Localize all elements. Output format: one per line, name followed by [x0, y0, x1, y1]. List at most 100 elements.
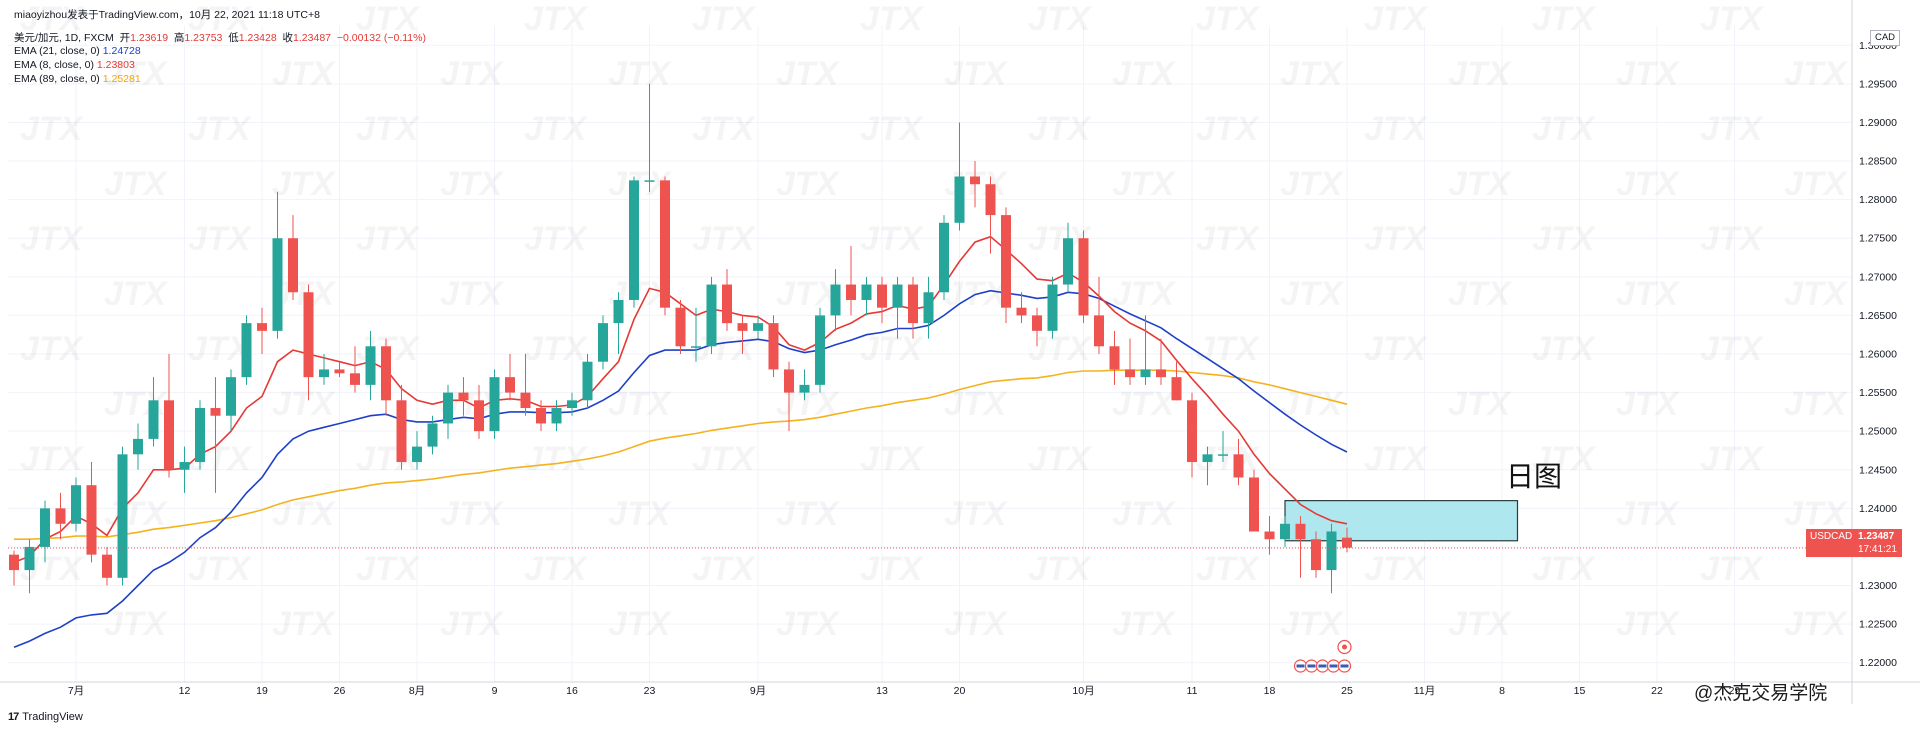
candle-body: [40, 508, 50, 547]
jtx-watermark: JTX: [1616, 55, 1681, 93]
candle-body: [9, 554, 19, 571]
candle: [1280, 516, 1290, 547]
jtx-watermark: JTX: [776, 605, 841, 643]
candle-body: [319, 369, 329, 378]
candle: [40, 500, 50, 563]
price-tick-label: 1.29000: [1859, 117, 1897, 129]
candle-body: [939, 222, 949, 293]
candle: [1016, 292, 1027, 324]
jtx-watermark: JTX: [272, 165, 337, 203]
jtx-watermark: JTX: [272, 495, 337, 533]
jtx-watermark: JTX: [1280, 165, 1345, 203]
time-tick-label: 18: [1264, 685, 1276, 697]
candle: [815, 307, 825, 393]
candle-body: [784, 369, 794, 393]
jtx-watermark: JTX: [1532, 0, 1597, 38]
jtx-watermark: JTX: [104, 495, 169, 533]
symbol-label: 美元/加元, 1D, FXCM: [14, 32, 114, 44]
candle-body: [691, 346, 701, 348]
ohlc-legend: 美元/加元, 1D, FXCM 开1.23619 高1.23753 低1.234…: [14, 32, 426, 44]
jtx-watermark: JTX: [1112, 55, 1177, 93]
jtx-watermark: JTX: [1280, 55, 1345, 93]
candle-body: [1001, 215, 1011, 308]
jtx-watermark: JTX: [860, 440, 925, 478]
jtx-watermark: JTX: [692, 330, 757, 368]
close-value: 1.23487: [293, 32, 332, 44]
candle: [474, 384, 484, 439]
ca-event-icon-leaf: [1342, 644, 1347, 650]
candle-body: [489, 377, 500, 432]
candle-body: [1264, 531, 1275, 540]
currency-label[interactable]: CAD: [1870, 30, 1900, 46]
time-tick-label: 10月: [1072, 685, 1094, 697]
candle: [195, 400, 205, 470]
candle: [303, 284, 314, 401]
candle-body: [985, 184, 996, 216]
candle-body: [520, 392, 531, 409]
jtx-watermark: JTX: [608, 605, 673, 643]
jtx-watermark: JTX: [356, 550, 421, 588]
chart-annotation: 日图: [1506, 461, 1563, 492]
support-zone: [1284, 500, 1519, 542]
jtx-watermark: JTX: [188, 550, 253, 588]
candle-body: [71, 485, 81, 524]
jtx-watermark: JTX: [524, 440, 589, 478]
candle: [1326, 523, 1337, 594]
tradingview-logo[interactable]: 17 TradingView: [8, 711, 83, 723]
ema89-legend[interactable]: EMA (89, close, 0) 1.25281: [14, 73, 141, 85]
price-tick-label: 1.28500: [1859, 156, 1897, 168]
candle: [1109, 330, 1120, 385]
candle: [1218, 431, 1228, 463]
jtx-watermark: JTX: [1784, 55, 1849, 93]
tv-logo-icon: 17: [8, 711, 19, 723]
candle: [1063, 222, 1073, 293]
time-tick-label: 23: [644, 685, 656, 697]
candle: [923, 276, 934, 339]
candle: [1264, 516, 1275, 555]
jtx-watermark: JTX: [1532, 550, 1597, 588]
ema21-legend[interactable]: EMA (21, close, 0) 1.24728: [14, 45, 141, 57]
candle-body: [1016, 307, 1027, 316]
jtx-watermark: JTX: [356, 220, 421, 258]
candle: [272, 191, 283, 339]
time-tick-label: 8月: [409, 685, 425, 697]
price-axis: 1.300001.295001.290001.285001.280001.275…: [1851, 0, 1897, 704]
daily-zone-box: [1284, 500, 1519, 542]
jtx-watermark: JTX: [1196, 550, 1261, 588]
jtx-watermark: JTX: [1532, 330, 1597, 368]
candle: [412, 431, 422, 470]
candle-body: [629, 180, 639, 300]
candle: [582, 354, 593, 409]
time-tick-label: 15: [1574, 685, 1586, 697]
candle: [350, 346, 360, 393]
jtx-watermark: JTX: [1112, 275, 1177, 313]
candle-body: [1171, 377, 1182, 401]
jtx-watermark: JTX: [1028, 550, 1093, 588]
candle-body: [1063, 238, 1073, 285]
candle-body: [830, 284, 841, 316]
candle: [861, 276, 872, 316]
candle-body: [365, 346, 376, 385]
jtx-watermark: JTX: [1112, 385, 1177, 423]
jtx-watermark: JTX: [1364, 550, 1429, 588]
candle: [71, 477, 81, 532]
candle: [768, 315, 779, 378]
candle: [319, 354, 329, 385]
jtx-watermark: JTX: [1616, 385, 1681, 423]
candle-body: [1295, 523, 1306, 540]
candle-body: [474, 400, 484, 432]
jtx-watermark: JTX: [1700, 550, 1765, 588]
candle-body: [722, 284, 732, 324]
ema8-legend[interactable]: EMA (8, close, 0) 1.23803: [14, 59, 135, 71]
jtx-watermark: JTX: [272, 55, 337, 93]
jtx-watermark: JTX: [944, 605, 1009, 643]
jtx-watermark: JTX: [1028, 0, 1093, 38]
candle: [799, 369, 810, 401]
candle: [846, 245, 856, 316]
candle-body: [706, 284, 717, 347]
ema89-line: [14, 369, 1348, 541]
jtx-watermark: JTX: [608, 495, 673, 533]
jtx-watermark: JTX: [524, 330, 589, 368]
brand-watermark: @杰克交易学院: [1694, 683, 1828, 704]
